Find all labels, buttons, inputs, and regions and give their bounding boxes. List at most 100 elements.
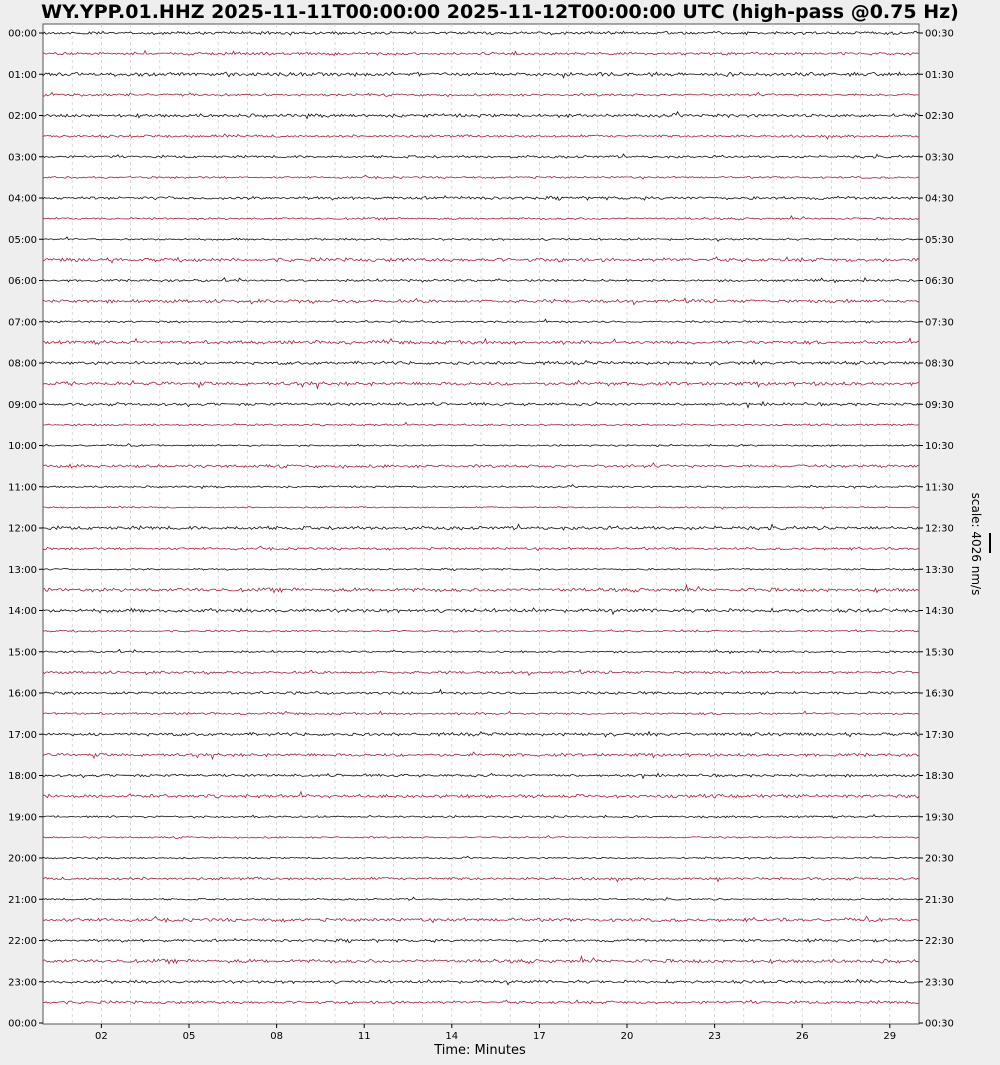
y-tick-label-right: 04:30: [925, 194, 954, 205]
y-tick-label-left: 12:00: [8, 524, 37, 535]
seismic-trace: [42, 443, 920, 447]
seismic-trace: [42, 236, 920, 242]
seismic-trace: [42, 400, 920, 409]
seismic-trace: [42, 296, 919, 306]
y-tick-label-left: 02:00: [8, 111, 37, 122]
seismic-trace: [42, 751, 920, 761]
y-tick-label-left: 18:00: [8, 771, 37, 782]
seismic-trace: [42, 730, 920, 738]
seismic-trace: [42, 855, 920, 861]
seismic-trace: [42, 49, 920, 57]
y-tick-label-right: 02:30: [925, 111, 954, 122]
y-tick-label-right: 08:30: [925, 359, 954, 370]
seismic-trace: [42, 978, 920, 986]
chart-title: WY.YPP.01.HHZ 2025-11-11T00:00:00 2025-1…: [41, 1, 959, 23]
y-tick-label-left: 17:00: [8, 730, 37, 741]
seismic-trace: [42, 30, 920, 36]
x-tick-label: 08: [270, 1031, 283, 1042]
x-tick-label: 17: [533, 1031, 546, 1042]
y-tick-label-right: 13:30: [925, 565, 954, 576]
y-tick-label-right: 00:30: [925, 1019, 954, 1030]
seismic-trace: [42, 505, 920, 510]
seismic-trace: [42, 955, 920, 965]
scale-bar: [989, 533, 991, 553]
y-tick-label-left: 16:00: [8, 689, 37, 700]
y-tick-label-left: 23:00: [8, 977, 37, 988]
seismic-trace: [42, 835, 920, 840]
x-axis-label: Time: Minutes: [434, 1043, 526, 1058]
y-tick-label-right: 21:30: [925, 895, 954, 906]
seismic-trace: [42, 772, 920, 780]
seismic-trace: [42, 174, 920, 180]
seismic-trace: [42, 607, 920, 616]
seismic-trace: [42, 379, 920, 390]
y-tick-label-right: 16:30: [925, 689, 954, 700]
x-tick-label: 29: [883, 1031, 896, 1042]
seismic-trace: [42, 91, 919, 98]
seismic-trace: [42, 790, 920, 799]
y-tick-label-left: 00:00: [8, 29, 37, 40]
y-tick-label-right: 05:30: [925, 235, 954, 246]
y-tick-label-right: 07:30: [925, 317, 954, 328]
y-tick-label-right: 15:30: [925, 647, 954, 658]
seismic-trace: [42, 567, 920, 571]
y-tick-label-right: 06:30: [925, 276, 954, 287]
seismic-trace: [42, 523, 920, 531]
seismic-trace: [42, 110, 920, 120]
seismic-trace: [42, 421, 919, 427]
x-tick-label: 11: [358, 1031, 371, 1042]
y-tick-label-left: 07:00: [8, 317, 37, 328]
y-tick-label-left: 21:00: [8, 895, 37, 906]
x-tick-label: 05: [183, 1031, 196, 1042]
y-tick-label-right: 09:30: [925, 400, 954, 411]
y-tick-label-right: 18:30: [925, 771, 954, 782]
y-tick-label-left: 10:00: [8, 441, 37, 452]
x-tick-label: 26: [796, 1031, 809, 1042]
y-tick-label-left: 01:00: [8, 70, 37, 81]
y-tick-label-left: 04:00: [8, 194, 37, 205]
seismic-trace: [42, 688, 920, 696]
seismic-trace: [42, 668, 920, 676]
y-tick-label-right: 14:30: [925, 606, 954, 617]
y-tick-label-left: 09:00: [8, 400, 37, 411]
seismic-trace: [42, 71, 920, 79]
y-tick-label-right: 11:30: [925, 482, 954, 493]
x-tick-label: 23: [708, 1031, 721, 1042]
y-tick-label-right: 01:30: [925, 70, 954, 81]
y-tick-label-right: 12:30: [925, 524, 954, 535]
seismic-trace: [42, 648, 920, 655]
seismic-trace: [42, 462, 920, 469]
seismic-trace: [42, 545, 920, 552]
x-tick-label: 14: [445, 1031, 458, 1042]
y-tick-label-right: 17:30: [925, 730, 954, 741]
seismic-trace: [42, 876, 920, 883]
x-tick-label: 02: [95, 1031, 108, 1042]
y-tick-label-left: 03:00: [8, 152, 37, 163]
y-tick-label-right: 03:30: [925, 152, 954, 163]
y-tick-label-left: 13:00: [8, 565, 37, 576]
y-tick-label-left: 19:00: [8, 812, 37, 823]
y-tick-label-right: 22:30: [925, 936, 954, 947]
seismic-trace: [42, 337, 920, 345]
y-tick-label-right: 23:30: [925, 977, 954, 988]
seismic-trace: [42, 215, 920, 221]
seismic-trace: [42, 629, 920, 633]
y-tick-label-left: 00:00: [8, 1019, 37, 1030]
scale-label: scale: 4026 nm/s: [969, 492, 983, 596]
y-tick-label-left: 20:00: [8, 854, 37, 865]
seismic-trace: [42, 359, 920, 367]
seismic-trace: [42, 915, 920, 924]
seismic-trace: [42, 710, 920, 716]
seismic-trace: [42, 318, 920, 324]
y-tick-label-right: 10:30: [925, 441, 954, 452]
y-tick-label-right: 20:30: [925, 854, 954, 865]
y-tick-label-left: 06:00: [8, 276, 37, 287]
seismic-trace: [42, 896, 920, 901]
x-tick-label: 20: [621, 1031, 634, 1042]
y-tick-label-left: 15:00: [8, 647, 37, 658]
seismic-trace: [42, 937, 920, 944]
seismic-trace: [42, 999, 920, 1005]
seismic-trace: [42, 133, 920, 140]
y-tick-label-left: 22:00: [8, 936, 37, 947]
